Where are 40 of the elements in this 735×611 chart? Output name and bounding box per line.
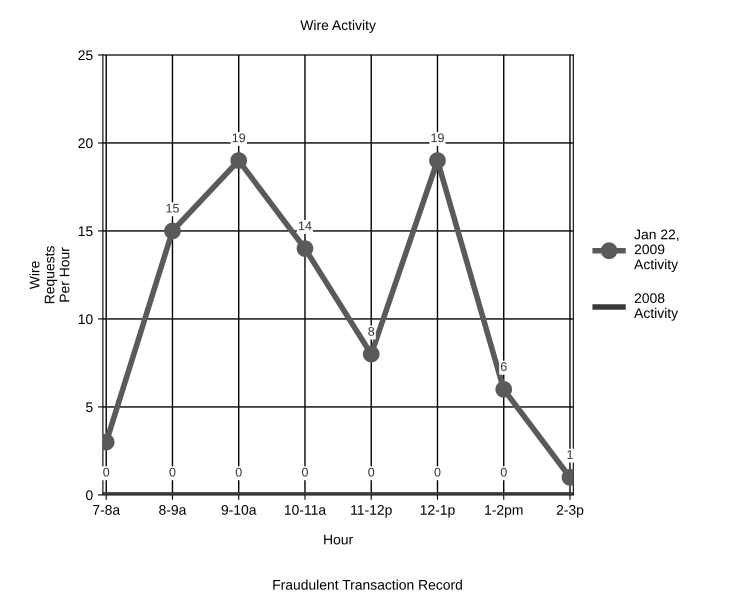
point [362,346,380,362]
legend-label: 2008 Activity [634,293,678,321]
y-tick-label: 0 [86,490,93,500]
data-label: 0 [500,468,507,477]
x-tick-label: 7-8a [93,505,120,515]
data-label: 15 [166,204,179,213]
data-label: 0 [302,468,308,477]
y-tick-label: 5 [86,402,93,412]
data-label: 1 [567,450,573,459]
text: Fraudulent Transaction Record [273,580,462,590]
x-tick-label: 1-2pm [485,505,523,518]
point [230,152,248,169]
x-tick-label: 2-3p [556,505,584,518]
y-tick-label: 20 [78,138,93,148]
data-label: 0 [169,468,176,477]
data-label: 0 [103,468,110,477]
y-axis-title: Wire Requests Per Hour [29,246,70,304]
x-tick-label: 8-9a [159,505,186,515]
data-label: 0 [236,468,242,477]
x-tick-label: 10-11a [284,505,326,515]
data-label: 8 [368,326,374,336]
point [296,240,314,257]
data-label: 0 [434,468,440,477]
x-tick-label: 9-10a [222,505,256,515]
x-tick-label: 12-1p [420,505,455,518]
data-label: 0 [368,468,374,477]
point [164,222,181,240]
x-axis-title: Hour [324,534,353,544]
x-tick-label: 11-12p [351,505,392,518]
y-tick-label: 25 [78,50,93,60]
point [495,380,512,398]
legend-label: Jan 22, 2009 Activity [634,230,678,272]
data-label: 6 [500,362,507,372]
data-label: 19 [232,133,246,142]
y-tick-label: 15 [78,226,93,236]
y-tick-label: 10 [78,314,93,324]
point [429,152,446,169]
data-label: 14 [298,222,312,230]
data-label: 19 [431,133,444,142]
chart-title: Wire Activity [300,20,376,33]
